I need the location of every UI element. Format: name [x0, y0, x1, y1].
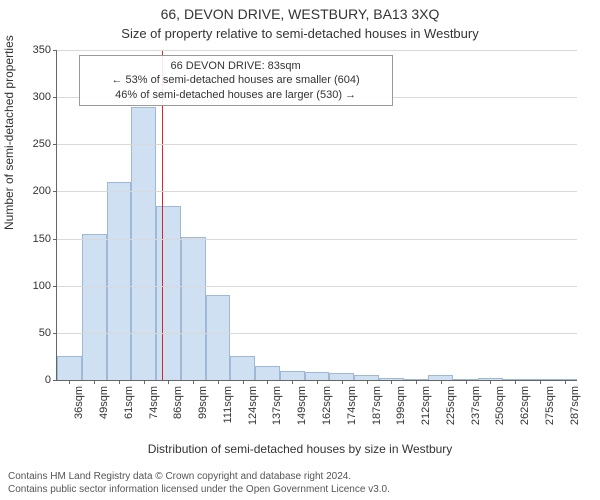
xtick-label: 199sqm	[395, 386, 407, 425]
xtick-mark	[367, 380, 368, 384]
xtick-label: 212sqm	[420, 386, 432, 425]
xtick-label: 275sqm	[544, 386, 556, 425]
xtick-mark	[267, 380, 268, 384]
gridline	[57, 286, 577, 287]
ytick-label: 50	[39, 327, 51, 339]
annotation-line1: 66 DEVON DRIVE: 83sqm	[86, 59, 386, 73]
ytick-label: 250	[33, 138, 51, 150]
bar	[329, 373, 354, 380]
bar	[255, 366, 280, 380]
xtick-label: 174sqm	[346, 386, 358, 425]
xtick-label: 237sqm	[470, 386, 482, 425]
xtick-label: 36sqm	[73, 386, 85, 419]
gridline	[57, 333, 577, 334]
ytick-mark	[53, 239, 57, 240]
footer-attribution: Contains HM Land Registry data © Crown c…	[8, 471, 592, 496]
annotation-line2: ← 53% of semi-detached houses are smalle…	[86, 73, 386, 87]
ytick-mark	[53, 333, 57, 334]
xtick-label: 149sqm	[296, 386, 308, 425]
xtick-label: 262sqm	[519, 386, 531, 425]
bar	[82, 234, 107, 380]
xtick-mark	[490, 380, 491, 384]
xtick-label: 225sqm	[445, 386, 457, 425]
xtick-mark	[391, 380, 392, 384]
ytick-mark	[53, 380, 57, 381]
ytick-mark	[53, 50, 57, 51]
ytick-mark	[53, 286, 57, 287]
xtick-mark	[466, 380, 467, 384]
bar	[57, 356, 82, 380]
bar	[280, 371, 305, 380]
xtick-label: 61sqm	[123, 386, 135, 419]
xtick-mark	[69, 380, 70, 384]
ytick-mark	[53, 191, 57, 192]
gridline	[57, 239, 577, 240]
bar	[131, 107, 156, 380]
gridline	[57, 191, 577, 192]
xtick-label: 137sqm	[271, 386, 283, 425]
xtick-label: 86sqm	[172, 386, 184, 419]
xtick-label: 74sqm	[148, 386, 160, 419]
xtick-label: 250sqm	[494, 386, 506, 425]
ytick-label: 200	[33, 185, 51, 197]
xtick-mark	[565, 380, 566, 384]
annotation-line3: 46% of semi-detached houses are larger (…	[86, 88, 386, 102]
bar	[156, 206, 181, 380]
xtick-mark	[193, 380, 194, 384]
ytick-label: 0	[45, 374, 51, 386]
y-axis-label: Number of semi-detached properties	[2, 35, 16, 230]
bar	[181, 237, 206, 380]
ytick-mark	[53, 97, 57, 98]
xtick-mark	[168, 380, 169, 384]
xtick-mark	[218, 380, 219, 384]
ytick-label: 300	[33, 91, 51, 103]
xtick-label: 124sqm	[247, 386, 259, 425]
bar	[206, 295, 231, 380]
xtick-label: 287sqm	[569, 386, 581, 425]
annotation-box: 66 DEVON DRIVE: 83sqm ← 53% of semi-deta…	[79, 55, 393, 106]
xtick-label: 49sqm	[98, 386, 110, 419]
xtick-mark	[243, 380, 244, 384]
xtick-mark	[144, 380, 145, 384]
ytick-mark	[53, 144, 57, 145]
ytick-label: 350	[33, 44, 51, 56]
ytick-label: 150	[33, 233, 51, 245]
x-axis-label: Distribution of semi-detached houses by …	[0, 442, 600, 456]
footer-line1: Contains HM Land Registry data © Crown c…	[8, 471, 592, 484]
xtick-label: 111sqm	[222, 386, 234, 424]
gridline	[57, 144, 577, 145]
xtick-mark	[342, 380, 343, 384]
xtick-mark	[292, 380, 293, 384]
xtick-mark	[416, 380, 417, 384]
ytick-label: 100	[33, 280, 51, 292]
xtick-mark	[119, 380, 120, 384]
chart-subtitle: Size of property relative to semi-detach…	[0, 26, 600, 41]
footer-line2: Contains public sector information licen…	[8, 484, 592, 497]
page-title: 66, DEVON DRIVE, WESTBURY, BA13 3XQ	[0, 6, 600, 22]
xtick-label: 187sqm	[371, 386, 383, 425]
bar	[230, 356, 255, 380]
xtick-mark	[317, 380, 318, 384]
plot-area: 66 DEVON DRIVE: 83sqm ← 53% of semi-deta…	[56, 50, 577, 381]
xtick-mark	[515, 380, 516, 384]
xtick-mark	[94, 380, 95, 384]
xtick-mark	[441, 380, 442, 384]
gridline	[57, 50, 577, 51]
xtick-mark	[540, 380, 541, 384]
xtick-label: 162sqm	[321, 386, 333, 425]
xtick-label: 99sqm	[197, 386, 209, 419]
chart-root: 66, DEVON DRIVE, WESTBURY, BA13 3XQ Size…	[0, 0, 600, 500]
bar	[107, 182, 132, 380]
bar	[305, 372, 330, 380]
